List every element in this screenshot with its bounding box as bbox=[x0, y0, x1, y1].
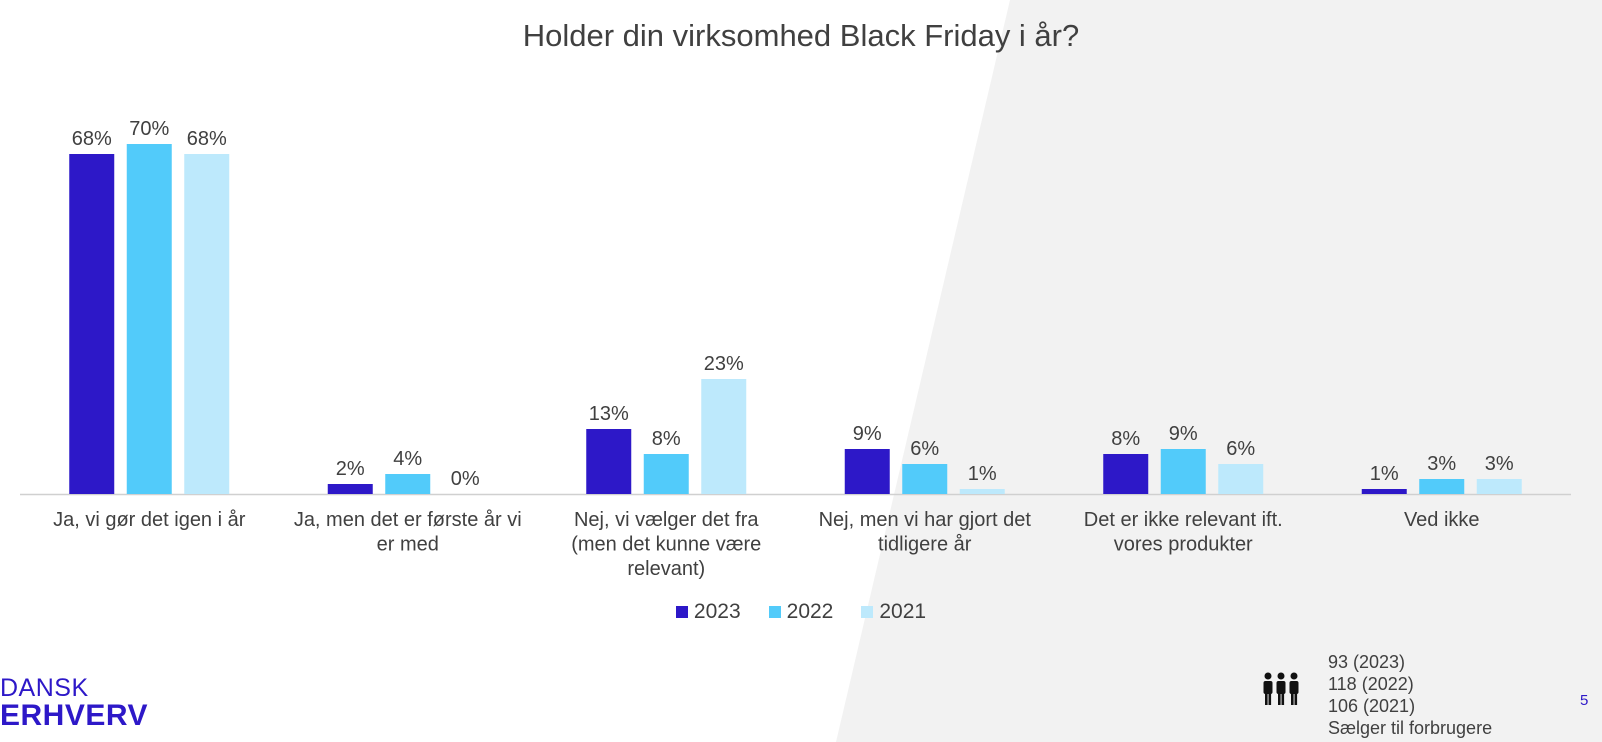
sample-line-2021: 106 (2021) bbox=[1328, 696, 1416, 716]
data-label-2021-cat-1: 0% bbox=[451, 468, 480, 490]
data-label-2022-cat-5: 3% bbox=[1427, 453, 1456, 475]
sample-line-segment: Sælger til forbrugere bbox=[1328, 718, 1493, 738]
sample-size-note: 93 (2023) 118 (2022) 106 (2021) Sælger t… bbox=[1328, 651, 1492, 739]
bar-2022-cat-4 bbox=[1160, 449, 1206, 494]
category-label-4-line-0: Det er ikke relevant ift. bbox=[1084, 509, 1283, 531]
data-label-2021-cat-4: 6% bbox=[1226, 438, 1255, 460]
data-label-2023-cat-5: 1% bbox=[1370, 463, 1399, 485]
sample-line-2023: 93 (2023) bbox=[1328, 652, 1406, 672]
data-label-2021-cat-5: 3% bbox=[1485, 453, 1514, 475]
category-label-4-line-1: vores produkter bbox=[1114, 534, 1253, 556]
bar-2023-cat-1 bbox=[327, 484, 373, 494]
data-label-2021-cat-0: 68% bbox=[187, 128, 227, 150]
data-label-2023-cat-4: 8% bbox=[1111, 428, 1140, 450]
data-label-2022-cat-0: 70% bbox=[129, 118, 169, 140]
category-label-3-line-0: Nej, men vi har gjort det bbox=[819, 509, 1032, 531]
sample-line-2022: 118 (2022) bbox=[1328, 674, 1414, 694]
legend-label-2021: 2021 bbox=[879, 600, 927, 623]
people-group-icon bbox=[1263, 672, 1299, 705]
bar-2022-cat-1 bbox=[385, 474, 431, 494]
bar-2022-cat-0 bbox=[126, 144, 172, 494]
data-label-2021-cat-2: 23% bbox=[704, 353, 744, 375]
legend-item-2022: 2022 bbox=[768, 600, 834, 624]
legend-label-2023: 2023 bbox=[693, 600, 741, 623]
legend-swatch-2021 bbox=[861, 606, 874, 618]
category-label-3-line-1: tidligere år bbox=[878, 534, 972, 556]
category-label-1-line-1: er med bbox=[377, 534, 439, 556]
data-label-2023-cat-3: 9% bbox=[853, 423, 882, 445]
chart-legend: 2023 2022 2021 bbox=[0, 600, 1602, 624]
category-label-5-line-0: Ved ikke bbox=[1404, 509, 1480, 531]
data-label-2023-cat-1: 2% bbox=[336, 458, 365, 480]
bar-2023-cat-5 bbox=[1361, 489, 1407, 494]
legend-swatch-2023 bbox=[675, 606, 688, 618]
page-number: 5 bbox=[1580, 692, 1589, 709]
bar-2023-cat-0 bbox=[69, 154, 115, 494]
category-label-2-line-0: Nej, vi vælger det fra bbox=[574, 509, 759, 531]
bar-2021-cat-2 bbox=[701, 379, 747, 494]
legend-label-2022: 2022 bbox=[786, 600, 834, 623]
data-label-2022-cat-4: 9% bbox=[1169, 423, 1198, 445]
category-label-0-line-0: Ja, vi gør det igen i år bbox=[53, 509, 246, 531]
legend-swatch-2022 bbox=[768, 606, 781, 618]
legend-item-2023: 2023 bbox=[675, 600, 741, 624]
bar-2023-cat-4 bbox=[1103, 454, 1149, 494]
chart-title: Holder din virksomhed Black Friday i år? bbox=[522, 18, 1080, 53]
category-label-2-line-1: (men det kunne være bbox=[571, 534, 761, 556]
logo-line-2: ERHVERV bbox=[0, 699, 148, 732]
data-label-2021-cat-3: 1% bbox=[968, 463, 997, 485]
data-label-2023-cat-2: 13% bbox=[589, 403, 629, 425]
dansk-erhverv-logo: DANSK ERHVERV bbox=[0, 676, 148, 731]
bar-2023-cat-3 bbox=[844, 449, 890, 494]
bar-2023-cat-2 bbox=[586, 429, 632, 494]
legend-item-2021: 2021 bbox=[861, 600, 926, 624]
bar-2021-cat-4 bbox=[1218, 464, 1264, 494]
data-label-2022-cat-2: 8% bbox=[652, 428, 681, 450]
data-label-2023-cat-0: 68% bbox=[72, 128, 112, 150]
bar-2022-cat-2 bbox=[643, 454, 689, 494]
data-label-2022-cat-1: 4% bbox=[393, 448, 422, 470]
data-label-2022-cat-3: 6% bbox=[910, 438, 939, 460]
bar-2021-cat-3 bbox=[959, 489, 1005, 494]
category-label-2-line-2: relevant) bbox=[627, 558, 705, 580]
bar-2021-cat-0 bbox=[184, 154, 230, 494]
bar-2022-cat-3 bbox=[902, 464, 948, 494]
bar-2021-cat-5 bbox=[1476, 479, 1522, 494]
logo-line-1: DANSK bbox=[0, 674, 89, 702]
category-label-1-line-0: Ja, men det er første år vi bbox=[294, 509, 522, 531]
bar-2022-cat-5 bbox=[1419, 479, 1465, 494]
